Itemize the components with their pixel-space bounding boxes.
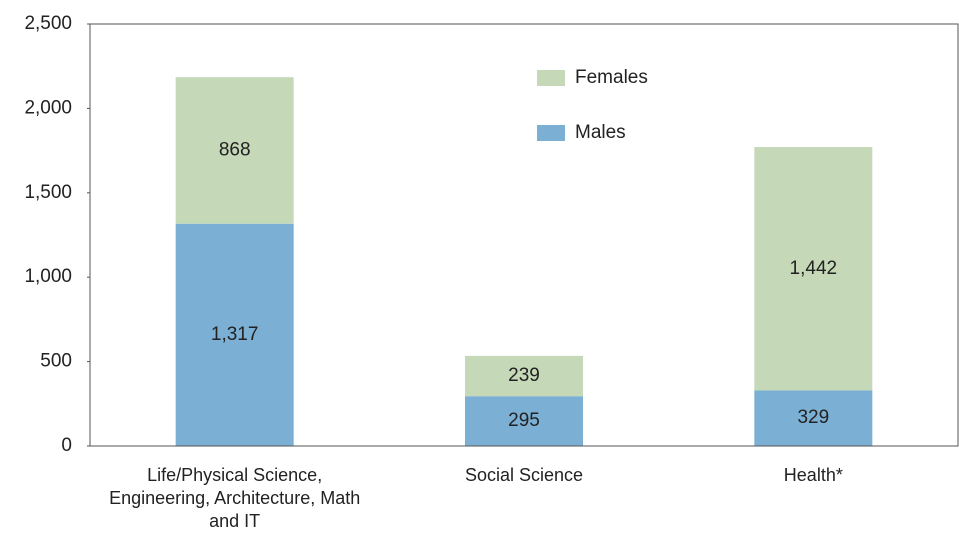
y-tick-label: 500 [40, 351, 72, 372]
y-tick-label: 1,500 [24, 182, 72, 203]
data-label: 1,317 [211, 324, 259, 345]
bar-segment [175, 223, 294, 446]
data-label: 295 [508, 410, 540, 431]
bar-segment [754, 390, 873, 446]
data-label: 329 [797, 407, 829, 428]
legend-label: Males [575, 122, 626, 143]
bar-segment [465, 355, 583, 397]
data-label: 868 [219, 139, 251, 160]
x-tick-label: Life/Physical Science, Engineering, Arch… [109, 465, 361, 531]
legend-label: Females [575, 67, 648, 88]
bar-segment [754, 147, 873, 391]
bar-segment [175, 77, 294, 224]
y-tick-label: 2,000 [24, 97, 72, 118]
legend-swatch [537, 125, 565, 141]
legend-swatch [537, 70, 565, 86]
data-label: 1,442 [790, 258, 838, 279]
y-tick-label: 1,000 [24, 266, 72, 287]
y-tick-label: 0 [61, 435, 72, 456]
x-tick-label: Social Science [464, 465, 584, 485]
x-tick-label: Health* [783, 465, 843, 485]
data-label: 239 [508, 365, 540, 386]
bar-segment [465, 396, 583, 446]
y-tick-label: 2,500 [24, 13, 72, 34]
